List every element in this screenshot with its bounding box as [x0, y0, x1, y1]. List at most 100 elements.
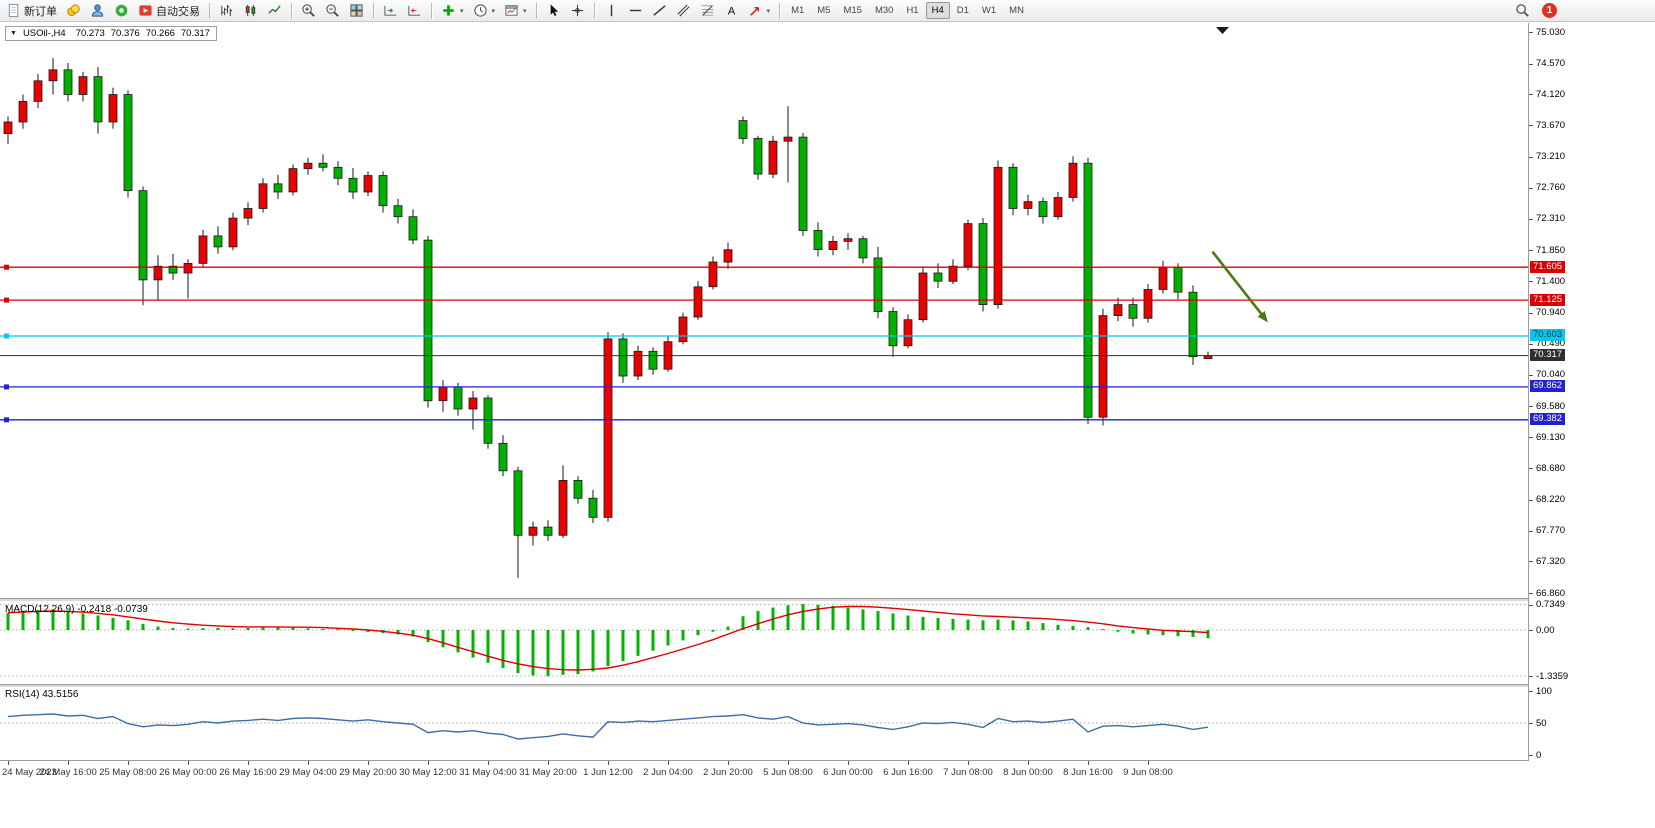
search-button[interactable]: [1511, 1, 1534, 20]
timeframe-H4[interactable]: H4: [925, 2, 950, 19]
account-icon: [91, 4, 104, 17]
text-tool-button[interactable]: A: [720, 1, 743, 20]
candle-body: [168, 265, 178, 274]
time-tick: [428, 761, 429, 765]
candle-body: [633, 350, 643, 377]
new-order-button[interactable]: 新订单: [2, 1, 61, 20]
chevron-down-icon: ▾: [460, 7, 464, 15]
horizontal-line-button[interactable]: [624, 1, 647, 20]
channel-icon: [677, 4, 690, 17]
candle-body: [798, 136, 808, 231]
macd-scale-mark: [1529, 630, 1533, 631]
price-tick-label: 71.850: [1536, 245, 1566, 256]
toolbar-separator: [779, 2, 781, 19]
community-icon: [115, 4, 128, 17]
candle-body: [858, 238, 868, 259]
toolbar-separator: [593, 2, 595, 19]
support-line-handle: [4, 384, 9, 390]
timeframe-W1[interactable]: W1: [976, 2, 1002, 19]
time-tick: [668, 761, 669, 765]
macd-scale-mark: [1529, 676, 1533, 677]
trendline-button[interactable]: [648, 1, 671, 20]
price-tick-label: 69.130: [1536, 432, 1566, 443]
candle-body: [93, 76, 103, 123]
timeframe-M5[interactable]: M5: [811, 2, 836, 19]
tile-windows-button[interactable]: [345, 1, 368, 20]
channel-button[interactable]: [672, 1, 695, 20]
chart-expand-icon[interactable]: ▼: [10, 30, 17, 37]
main-price-chart[interactable]: [0, 23, 1528, 598]
price-tag-support-line: 69.862: [1530, 380, 1566, 392]
candle-body: [558, 479, 568, 536]
time-tick: [1028, 761, 1029, 765]
add-indicator-button[interactable]: ▾: [437, 1, 468, 20]
candle-body: [3, 121, 13, 135]
macd-panel[interactable]: [0, 601, 1528, 685]
periods-button[interactable]: ▾: [469, 1, 500, 20]
rsi-scale-mark: [1529, 755, 1533, 756]
time-label: 8 Jun 00:00: [1003, 767, 1053, 778]
auto-scroll-button[interactable]: [379, 1, 402, 20]
price-tag-resistance-line: 71.605: [1530, 261, 1566, 273]
candle-body: [978, 223, 988, 306]
arrow-objects-button[interactable]: ▾: [744, 1, 775, 20]
candle-body: [423, 239, 433, 402]
price-tick-label: 68.680: [1536, 463, 1566, 474]
time-label: 6 Jun 00:00: [823, 767, 873, 778]
rsi-panel[interactable]: [0, 686, 1528, 760]
candle-body: [213, 235, 223, 248]
auto-trading-button[interactable]: 自动交易: [134, 1, 204, 20]
account-button[interactable]: [86, 1, 109, 20]
line-chart-type-button[interactable]: [263, 1, 286, 20]
candle-body: [48, 69, 58, 82]
community-button[interactable]: [110, 1, 133, 20]
resistance-line-handle: [4, 297, 9, 303]
candle-body: [543, 526, 553, 536]
zoom-in-button[interactable]: [297, 1, 320, 20]
candle-body: [918, 272, 928, 321]
bar-chart-type-button[interactable]: [215, 1, 238, 20]
macd-scale-label: 0.7349: [1536, 599, 1566, 610]
time-label: 29 May 20:00: [339, 767, 397, 778]
crosshair-button[interactable]: [566, 1, 589, 20]
price-tick-label: 69.580: [1536, 401, 1566, 412]
coins-button[interactable]: [62, 1, 85, 20]
timeframe-MN[interactable]: MN: [1003, 2, 1030, 19]
candle-body: [933, 272, 943, 282]
price-tick-mark: [1529, 561, 1533, 562]
candle-body: [453, 386, 463, 410]
price-tick-mark: [1529, 32, 1533, 33]
cursor-button[interactable]: [542, 1, 565, 20]
timeframe-M30[interactable]: M30: [869, 2, 899, 19]
toolbar-separator: [373, 2, 374, 19]
time-axis[interactable]: 24 May 2023 24 May 16:00 25 May 08:00 26 Ma…: [0, 761, 1655, 785]
notification-badge[interactable]: 1: [1542, 3, 1557, 18]
price-tick-mark: [1529, 188, 1533, 189]
templates-button[interactable]: ▾: [500, 1, 531, 20]
candle-body: [813, 229, 823, 250]
chart-shift-button[interactable]: [403, 1, 426, 20]
toolbar-separator: [209, 2, 210, 19]
rsi-scale-mark: [1529, 691, 1533, 692]
timeframe-H1[interactable]: H1: [900, 2, 924, 19]
rsi-splitter[interactable]: [0, 684, 1655, 687]
price-tick-label: 74.570: [1536, 58, 1566, 69]
vertical-line-button[interactable]: [600, 1, 623, 20]
timeframe-M1[interactable]: M1: [785, 2, 810, 19]
candle-body: [1188, 291, 1198, 358]
zoom-out-button[interactable]: [321, 1, 344, 20]
timeframe-M15[interactable]: M15: [837, 2, 867, 19]
candle-body: [888, 311, 898, 347]
price-axis[interactable]: 75.030 74.570 74.120 73.670 73.210 72.760 72.3…: [1528, 23, 1655, 761]
candlestick-type-button[interactable]: [239, 1, 262, 20]
price-tick-label: 71.400: [1536, 276, 1566, 287]
high-value: 70.376: [110, 28, 140, 39]
trend-arrow: [1211, 250, 1265, 318]
timeframe-D1[interactable]: D1: [951, 2, 975, 19]
price-tick-label: 75.030: [1536, 27, 1566, 38]
macd-splitter[interactable]: [0, 598, 1655, 601]
candle-body: [1008, 166, 1018, 209]
time-label: 29 May 04:00: [279, 767, 337, 778]
price-tick-mark: [1529, 64, 1533, 65]
fibonacci-button[interactable]: [696, 1, 719, 20]
